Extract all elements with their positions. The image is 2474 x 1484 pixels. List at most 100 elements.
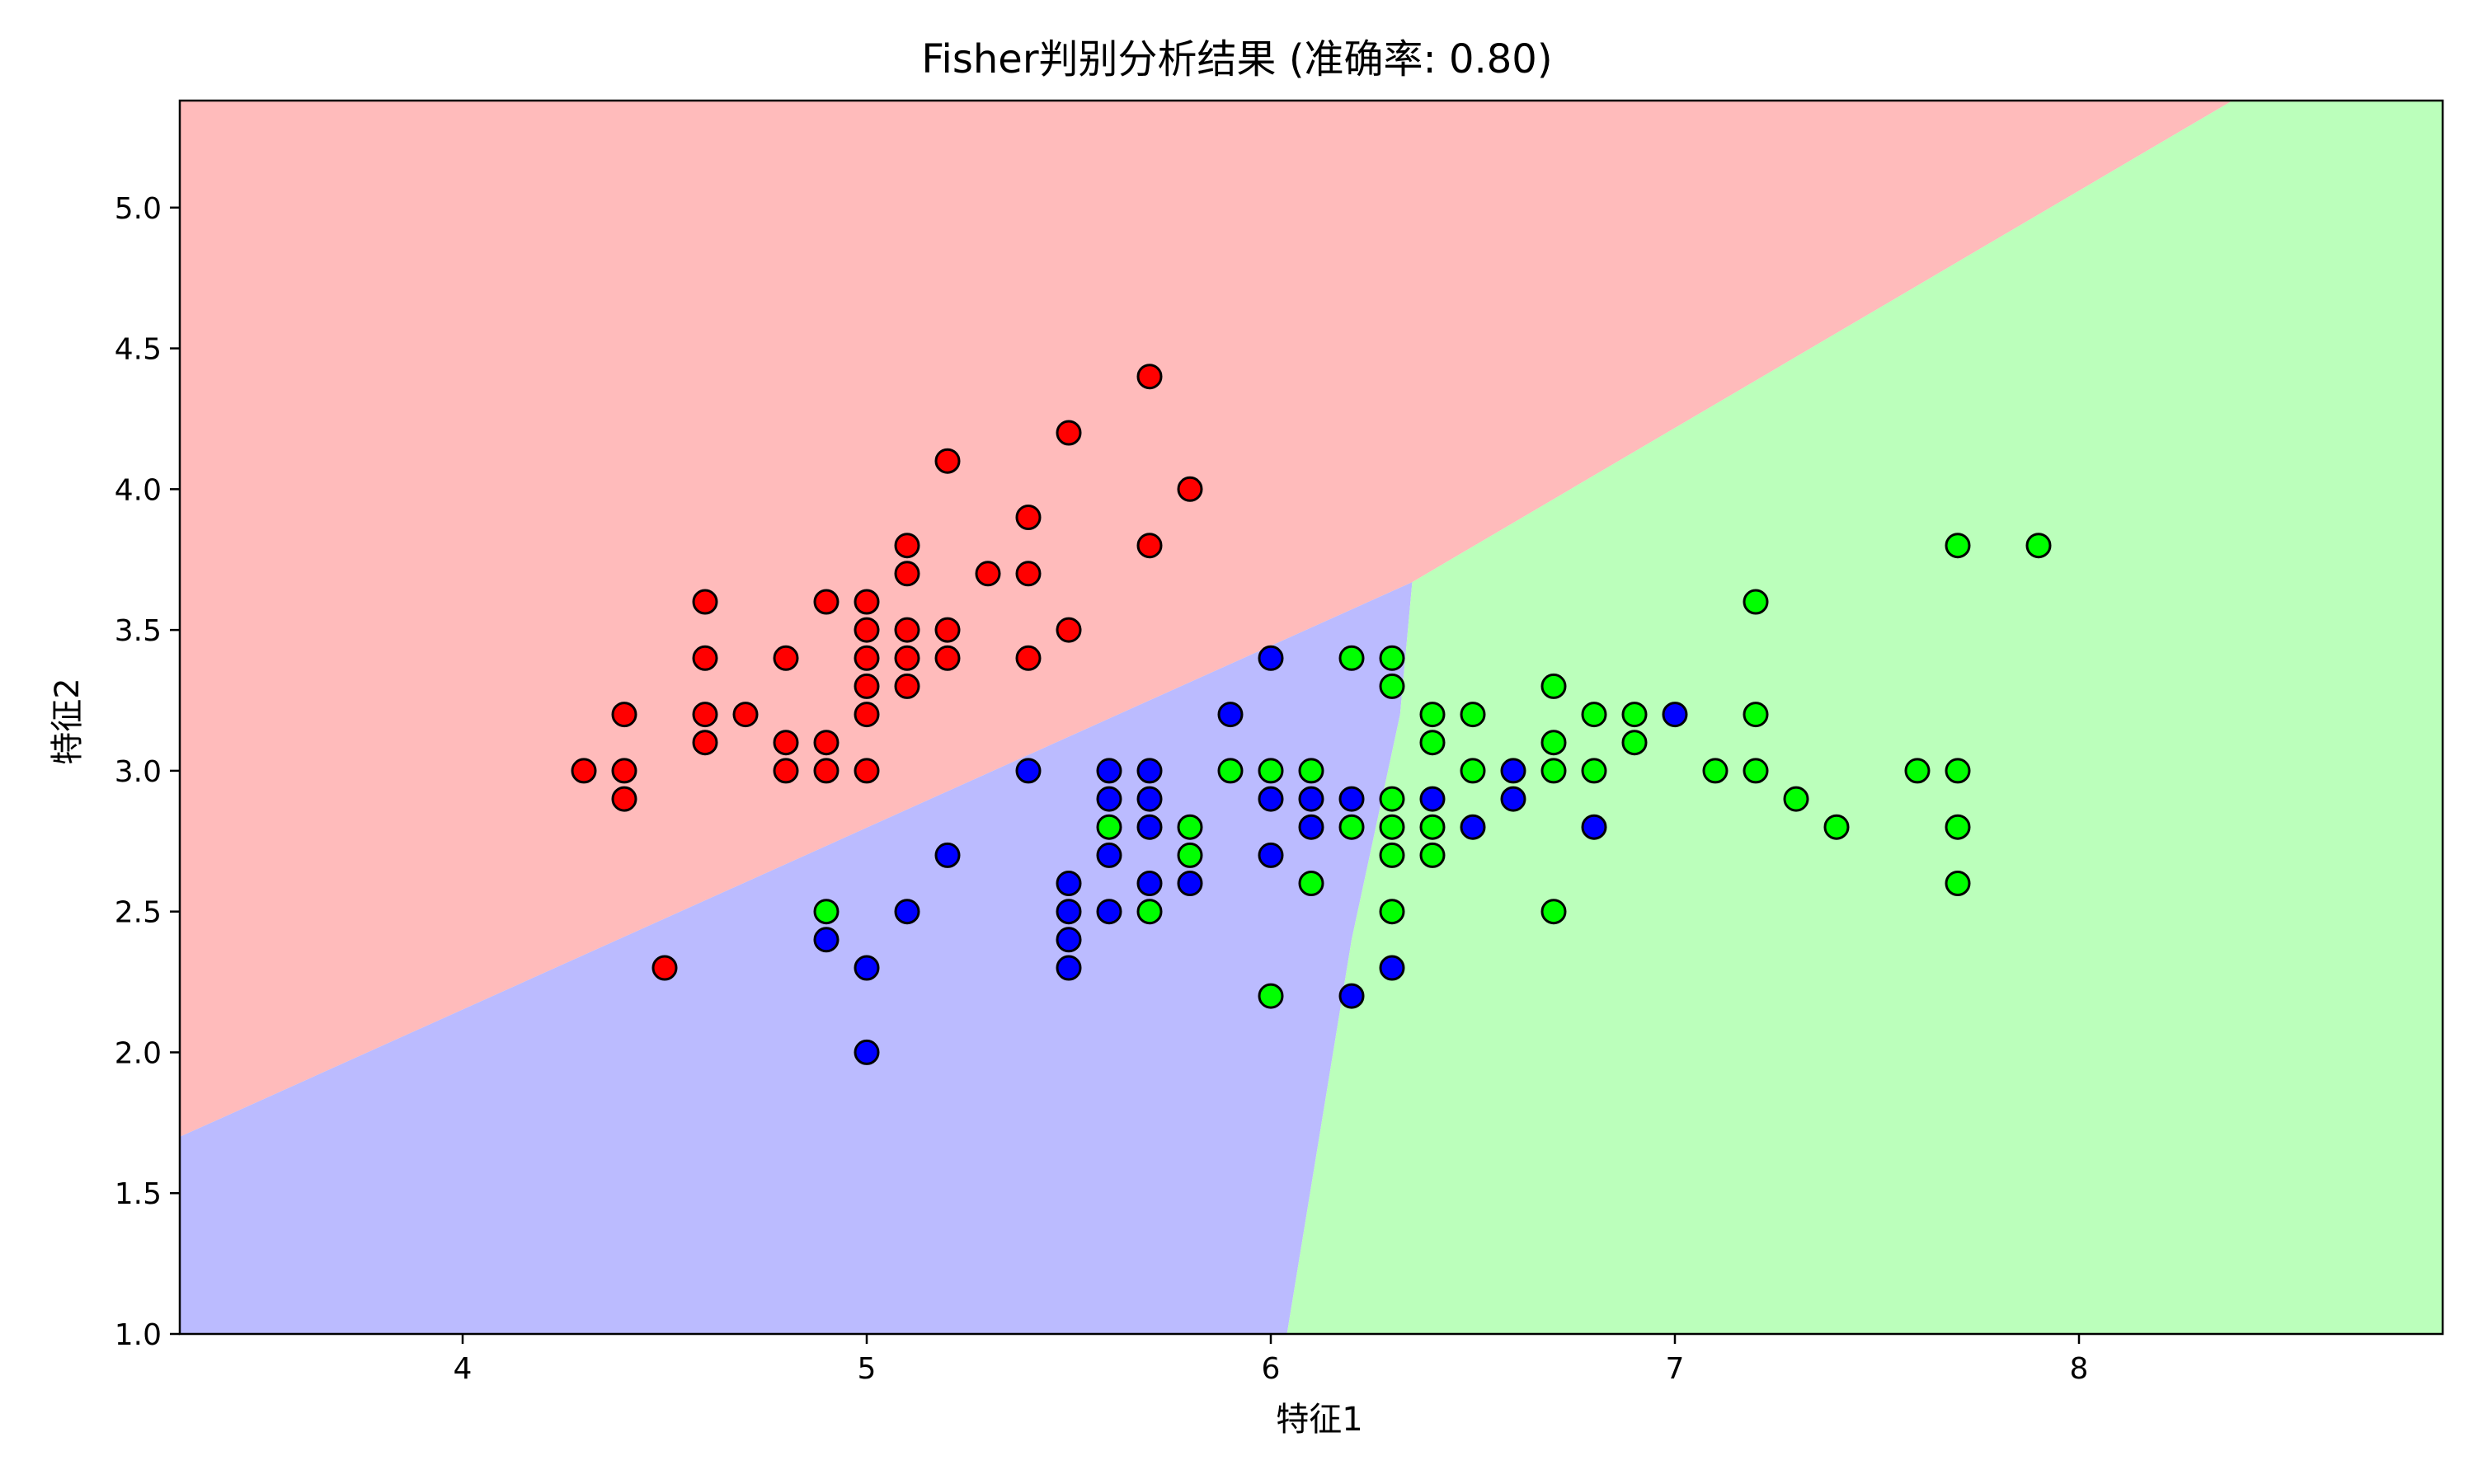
data-point [1177, 476, 1203, 502]
data-point [1258, 645, 1284, 671]
data-point [1096, 814, 1122, 840]
data-point [1379, 955, 1405, 981]
data-point [854, 617, 880, 643]
data-point [1379, 899, 1405, 925]
y-tick-label: 3.5 [115, 614, 162, 648]
data-point [1096, 842, 1122, 868]
data-point [1581, 814, 1607, 840]
data-point [571, 758, 597, 784]
data-point [934, 645, 961, 671]
data-point [1581, 702, 1607, 728]
data-point [854, 955, 880, 981]
data-point [894, 645, 920, 671]
data-point [1460, 758, 1486, 784]
data-point [1945, 533, 1971, 559]
y-tick-label: 5.0 [115, 192, 162, 226]
data-point [894, 673, 920, 699]
data-point [1662, 702, 1688, 728]
decision-region-red [180, 101, 2233, 1137]
data-point [1945, 758, 1971, 784]
data-point [1419, 814, 1446, 840]
x-tick-label: 7 [1666, 1352, 1685, 1386]
data-point [1015, 505, 1042, 530]
data-point [611, 758, 637, 784]
data-point [975, 561, 1001, 587]
x-axis: 4 5 6 7 8 [454, 1334, 2089, 1386]
data-point [894, 617, 920, 643]
data-point [1419, 786, 1446, 812]
data-point [651, 955, 678, 981]
plot-frame [178, 99, 2444, 1336]
x-tick-label: 8 [2070, 1352, 2089, 1386]
data-point [1783, 786, 1809, 812]
data-point [894, 899, 920, 925]
data-point [854, 589, 880, 615]
data-point [1056, 420, 1082, 446]
data-point [1217, 758, 1244, 784]
data-point [1298, 814, 1324, 840]
data-point [1945, 871, 1971, 896]
data-point [1743, 589, 1769, 615]
data-point [611, 786, 637, 812]
data-point [934, 448, 961, 474]
y-tick-label: 4.5 [115, 333, 162, 367]
data-point [1056, 927, 1082, 953]
data-point [1823, 814, 1850, 840]
data-point [1540, 673, 1567, 699]
chart-title: Fisher判别分析结果 (准确率: 0.80) [921, 36, 1552, 82]
data-point [1419, 702, 1446, 728]
data-point [1540, 899, 1567, 925]
data-point [692, 645, 718, 671]
data-point [1056, 617, 1082, 643]
data-point [773, 730, 799, 756]
plot-area [180, 101, 2443, 1334]
data-point [1743, 702, 1769, 728]
data-point [1338, 786, 1365, 812]
data-point [692, 730, 718, 756]
data-point [1419, 730, 1446, 756]
data-point [1258, 842, 1284, 868]
y-axis: 1.0 1.5 2.0 2.5 3.0 3.5 4.0 4.5 5.0 [115, 192, 180, 1352]
data-point [1702, 758, 1729, 784]
data-point [611, 702, 637, 728]
data-point [1540, 758, 1567, 784]
data-point [773, 758, 799, 784]
data-point [1581, 758, 1607, 784]
data-point [1096, 758, 1122, 784]
data-point [1136, 814, 1163, 840]
data-point [1136, 364, 1163, 390]
data-point [854, 1039, 880, 1065]
data-point [1136, 786, 1163, 812]
data-point [1177, 842, 1203, 868]
data-point [1258, 786, 1284, 812]
data-point [1298, 786, 1324, 812]
data-point [813, 899, 840, 925]
data-point [1015, 561, 1042, 587]
data-point [1621, 702, 1648, 728]
y-tick-label: 3.0 [115, 755, 162, 789]
data-point [1056, 899, 1082, 925]
data-point [1258, 758, 1284, 784]
data-point [854, 702, 880, 728]
data-point [1338, 814, 1365, 840]
data-point [1338, 645, 1365, 671]
data-point [1419, 842, 1446, 868]
data-point [1904, 758, 1931, 784]
data-point [1621, 730, 1648, 756]
data-point [854, 645, 880, 671]
data-point [1298, 758, 1324, 784]
data-point [934, 617, 961, 643]
y-tick-label: 1.5 [115, 1177, 162, 1211]
data-point [1298, 871, 1324, 896]
data-point [1096, 899, 1122, 925]
x-axis-title: 特征1 [1276, 1401, 1362, 1439]
x-tick-label: 5 [858, 1352, 877, 1386]
data-point [1460, 702, 1486, 728]
decision-region-green [1286, 101, 2443, 1334]
data-point [732, 702, 759, 728]
data-point [1460, 814, 1486, 840]
data-point [1500, 786, 1526, 812]
data-point [1338, 983, 1365, 1009]
data-point [1945, 814, 1971, 840]
